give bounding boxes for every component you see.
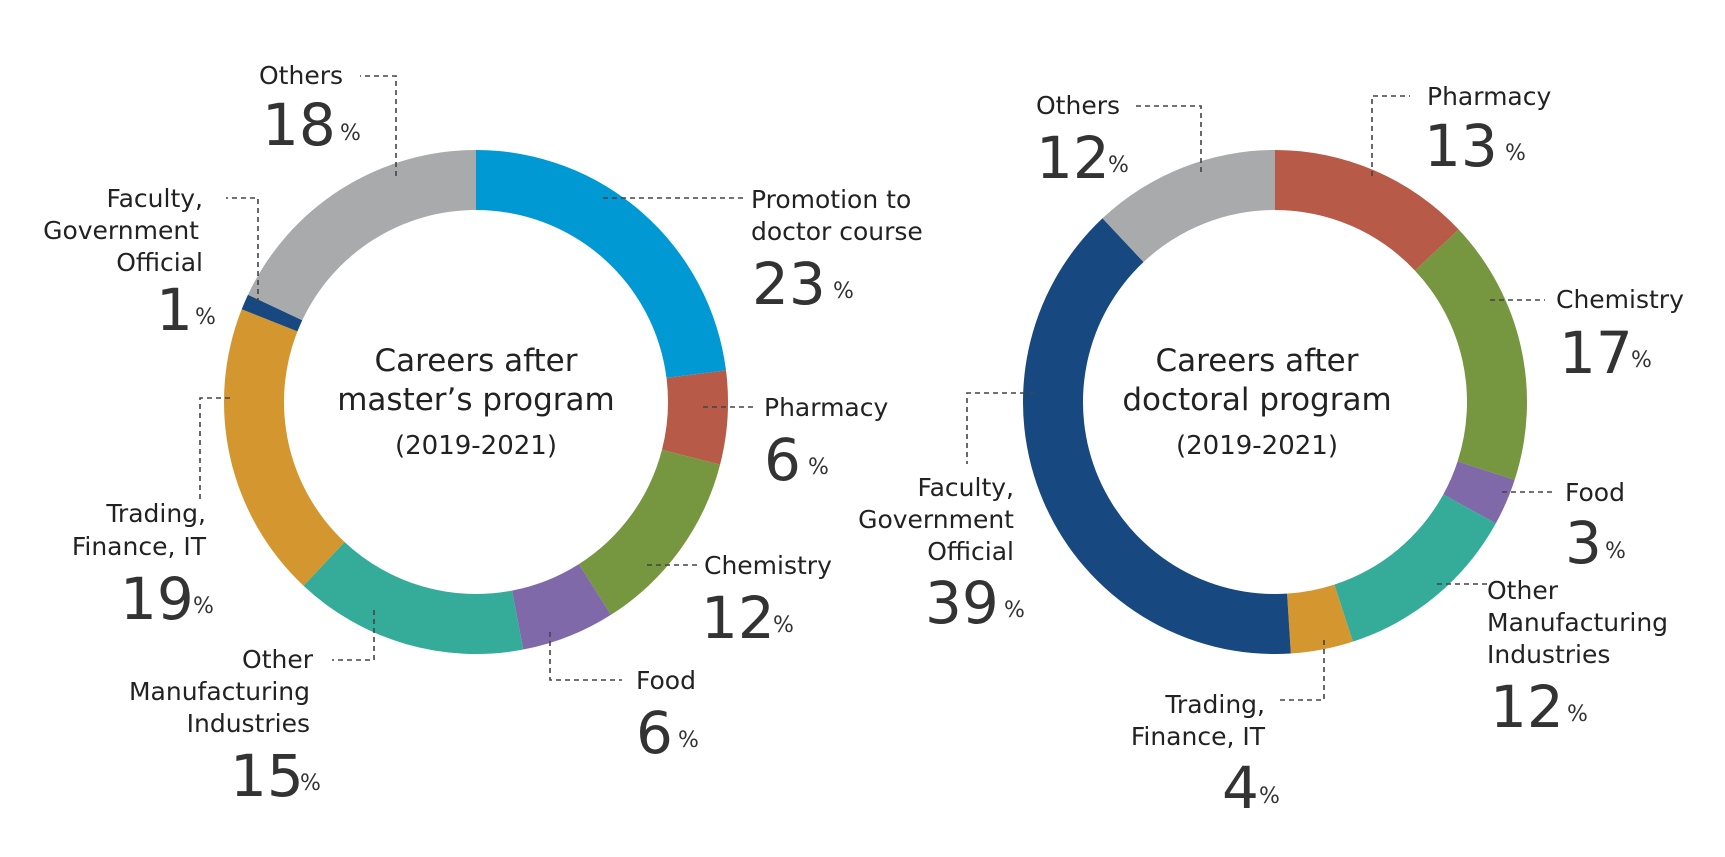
doctoral-donut bbox=[1023, 150, 1527, 655]
leader-doctoral-others bbox=[1135, 105, 1202, 172]
master-slice-faculty-government-official bbox=[241, 294, 303, 332]
master-slice-other-manufacturing-industries bbox=[303, 541, 524, 654]
pct-doctoral-trading: % bbox=[1259, 784, 1280, 809]
label-doctoral-trading-line2: Finance, IT bbox=[1131, 722, 1266, 751]
leader-master-food bbox=[549, 632, 622, 681]
label-master-other-line2: Manufacturing bbox=[129, 677, 310, 706]
value-doctoral-trading: 4 bbox=[1222, 754, 1259, 822]
label-doctoral-faculty-line1: Faculty, bbox=[918, 473, 1014, 502]
label-master-others: Others bbox=[259, 61, 343, 90]
label-master-food: Food bbox=[636, 666, 696, 695]
value-doctoral-other: 12 bbox=[1490, 673, 1564, 741]
label-doctoral-food: Food bbox=[1565, 478, 1625, 507]
label-doctoral-faculty-line3: Official bbox=[927, 537, 1014, 566]
value-master-chemistry: 12 bbox=[701, 584, 775, 652]
value-doctoral-others: 12 bbox=[1036, 124, 1110, 192]
value-doctoral-pharmacy: 13 bbox=[1424, 112, 1498, 180]
pct-master-chemistry: % bbox=[773, 613, 794, 638]
pct-master-others: % bbox=[340, 121, 361, 146]
master-center-years: (2019-2021) bbox=[395, 431, 557, 461]
label-master-chemistry: Chemistry bbox=[704, 551, 832, 580]
master-center-title-line2: master’s program bbox=[337, 382, 615, 418]
label-master-promotion-line1: Promotion to bbox=[751, 185, 911, 214]
doctoral-slice-faculty-government-official bbox=[1023, 218, 1291, 655]
label-master-faculty-line2: Government bbox=[43, 216, 199, 245]
master-slice-promotion-to-doctor-course bbox=[476, 150, 727, 378]
label-master-pharmacy: Pharmacy bbox=[764, 393, 888, 422]
label-master-other-line3: Industries bbox=[187, 709, 310, 738]
label-doctoral-others: Others bbox=[1036, 91, 1120, 120]
doctoral-center-title-line2: doctoral program bbox=[1122, 382, 1391, 418]
doctoral-slice-trading-finance-it bbox=[1287, 584, 1353, 654]
doctoral-slice-food bbox=[1443, 461, 1515, 524]
pct-doctoral-food: % bbox=[1605, 539, 1626, 564]
label-master-trading-line1: Trading, bbox=[105, 499, 206, 528]
label-doctoral-trading-line1: Trading, bbox=[1164, 690, 1265, 719]
pct-master-faculty: % bbox=[195, 305, 216, 330]
doctoral-slice-chemistry bbox=[1414, 229, 1527, 480]
value-master-trading: 19 bbox=[120, 565, 194, 633]
pct-doctoral-pharmacy: % bbox=[1505, 141, 1526, 166]
pct-doctoral-chemistry: % bbox=[1631, 348, 1652, 373]
leader-doctoral-pharmacy bbox=[1371, 95, 1410, 176]
pct-master-other: % bbox=[300, 771, 321, 796]
value-doctoral-faculty: 39 bbox=[925, 569, 999, 637]
master-center-title-line1: Careers after bbox=[375, 343, 578, 379]
master-donut bbox=[224, 150, 728, 654]
value-master-pharmacy: 6 bbox=[764, 426, 801, 494]
master-slice-pharmacy bbox=[661, 370, 728, 465]
label-doctoral-other-line2: Manufacturing bbox=[1487, 608, 1668, 637]
doctoral-center-title-line1: Careers after bbox=[1156, 343, 1359, 379]
pct-doctoral-others: % bbox=[1108, 153, 1129, 178]
master-slice-chemistry bbox=[578, 449, 721, 615]
label-doctoral-pharmacy: Pharmacy bbox=[1427, 82, 1551, 111]
leader-doctoral-trading bbox=[1280, 640, 1325, 701]
pct-master-pharmacy: % bbox=[808, 455, 829, 480]
value-doctoral-food: 3 bbox=[1565, 509, 1602, 577]
master-slice-trading-finance-it bbox=[224, 309, 345, 586]
leader-master-others bbox=[360, 75, 397, 176]
label-master-other-line1: Other bbox=[242, 645, 314, 674]
label-master-faculty-line3: Official bbox=[116, 248, 203, 277]
doctoral-slice-other-manufacturing-industries bbox=[1334, 494, 1496, 642]
leader-master-other bbox=[332, 610, 375, 661]
label-doctoral-chemistry: Chemistry bbox=[1556, 285, 1684, 314]
value-master-others: 18 bbox=[262, 91, 336, 159]
leader-master-trading bbox=[199, 397, 230, 500]
master-slice-others bbox=[247, 150, 476, 321]
pct-doctoral-faculty: % bbox=[1004, 598, 1025, 623]
pct-master-food: % bbox=[678, 728, 699, 753]
label-doctoral-faculty-line2: Government bbox=[858, 505, 1014, 534]
pct-master-trading: % bbox=[193, 594, 214, 619]
doctoral-center-years: (2019-2021) bbox=[1176, 431, 1338, 461]
leader-doctoral-faculty bbox=[966, 392, 1034, 464]
label-doctoral-other-line3: Industries bbox=[1487, 640, 1610, 669]
pct-doctoral-other: % bbox=[1567, 702, 1588, 727]
leader-master-faculty bbox=[226, 197, 259, 301]
value-master-faculty: 1 bbox=[156, 276, 193, 344]
label-master-trading-line2: Finance, IT bbox=[72, 532, 207, 561]
label-doctoral-other-line1: Other bbox=[1487, 576, 1559, 605]
value-doctoral-chemistry: 17 bbox=[1559, 319, 1633, 387]
value-master-other: 15 bbox=[230, 742, 304, 810]
value-master-promotion: 23 bbox=[752, 250, 826, 318]
value-master-food: 6 bbox=[636, 699, 673, 767]
doctoral-slice-pharmacy bbox=[1275, 150, 1459, 271]
master-slice-food bbox=[511, 564, 612, 650]
doctoral-slice-others bbox=[1102, 150, 1275, 263]
label-master-faculty-line1: Faculty, bbox=[107, 184, 203, 213]
label-master-promotion-line2: doctor course bbox=[751, 217, 923, 246]
pct-master-promotion: % bbox=[833, 279, 854, 304]
